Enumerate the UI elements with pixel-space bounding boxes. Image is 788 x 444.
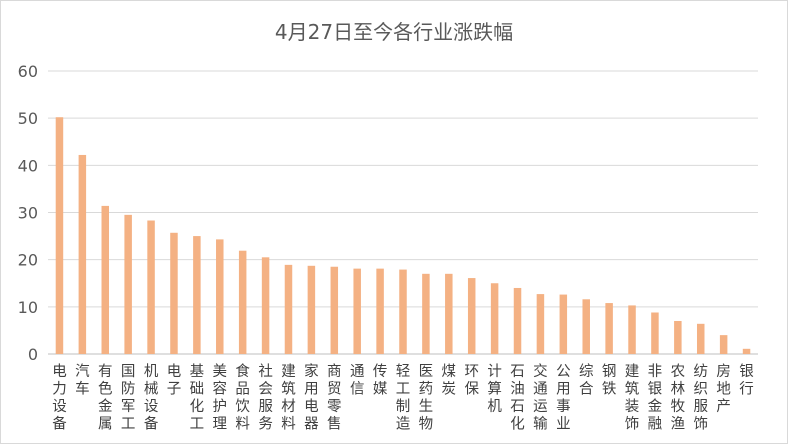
bar xyxy=(582,299,590,354)
x-tick-label: 食品饮料 xyxy=(235,363,250,433)
x-tick-label: 医药生物 xyxy=(419,364,434,433)
x-tick-label: 商贸零售 xyxy=(327,363,342,433)
bar xyxy=(261,257,270,354)
x-tick-label: 轻工制造 xyxy=(396,363,411,433)
bar xyxy=(284,264,293,354)
y-tick-label: 50 xyxy=(18,109,38,128)
x-tick-label: 公用事业 xyxy=(556,364,571,433)
x-tick-label: 美容护理 xyxy=(213,363,228,433)
bar xyxy=(674,320,682,354)
x-tick-label: 计算机 xyxy=(487,363,502,415)
bar xyxy=(651,312,659,354)
bar xyxy=(536,294,545,354)
x-tick-label: 通信 xyxy=(350,363,365,398)
x-tick-label: 钢铁 xyxy=(602,363,617,398)
x-tick-label: 建筑材料 xyxy=(281,363,296,433)
x-tick-label: 基础化工 xyxy=(190,363,205,433)
bar xyxy=(559,294,568,354)
bar xyxy=(742,348,751,354)
x-tick-label: 环保 xyxy=(464,364,479,398)
bar xyxy=(467,278,476,354)
bar xyxy=(490,283,499,354)
bar xyxy=(719,335,728,354)
x-tick-label: 石油石化 xyxy=(510,364,525,433)
y-tick-label: 20 xyxy=(18,251,38,270)
x-tick-label: 交通运输 xyxy=(533,362,548,433)
bar xyxy=(422,273,430,354)
x-tick-label: 电力设备 xyxy=(52,363,67,433)
x-tick-label: 电子 xyxy=(167,363,182,398)
x-tick-label: 家用电器 xyxy=(304,363,319,433)
bar xyxy=(307,265,316,354)
x-tick-label: 建筑装饰 xyxy=(625,363,640,433)
x-tick-label: 综合 xyxy=(579,363,594,398)
bar xyxy=(330,266,339,354)
bar xyxy=(147,220,155,354)
x-tick-label: 纺织服饰 xyxy=(693,363,708,433)
y-tick-label: 30 xyxy=(18,204,38,223)
bar xyxy=(55,117,64,355)
bar xyxy=(78,154,87,354)
bar xyxy=(696,323,705,354)
x-tick-label: 传媒 xyxy=(373,363,388,398)
bar xyxy=(170,232,178,354)
bar xyxy=(513,287,522,354)
x-tick-label: 非银金融 xyxy=(648,363,663,433)
bar xyxy=(399,269,407,354)
bar xyxy=(605,303,613,354)
chart-title: 4月27日至今各行业涨跌幅 xyxy=(274,20,514,44)
x-tick-label: 煤炭 xyxy=(442,363,457,398)
bar xyxy=(101,205,110,354)
bar xyxy=(216,239,224,354)
x-tick-label: 社会服务 xyxy=(258,363,273,433)
y-tick-label: 60 xyxy=(18,62,38,81)
x-tick-label: 农林牧渔 xyxy=(671,363,686,433)
x-tick-label: 房地产 xyxy=(716,363,731,415)
bar xyxy=(376,268,384,354)
x-tick-label: 银行 xyxy=(739,363,754,398)
y-tick-label: 10 xyxy=(18,298,38,317)
bar xyxy=(193,236,201,354)
y-tick-label: 0 xyxy=(28,345,38,364)
bar xyxy=(124,214,132,354)
bar xyxy=(238,250,247,354)
x-tick-label: 汽车 xyxy=(75,363,90,398)
x-tick-label: 国防军工 xyxy=(121,364,136,433)
bar xyxy=(628,305,636,354)
y-tick-label: 40 xyxy=(18,156,38,175)
x-tick-label: 有色金属 xyxy=(98,363,113,433)
x-tick-label: 机械设备 xyxy=(144,363,159,433)
bar xyxy=(353,268,361,354)
bar xyxy=(445,273,453,354)
